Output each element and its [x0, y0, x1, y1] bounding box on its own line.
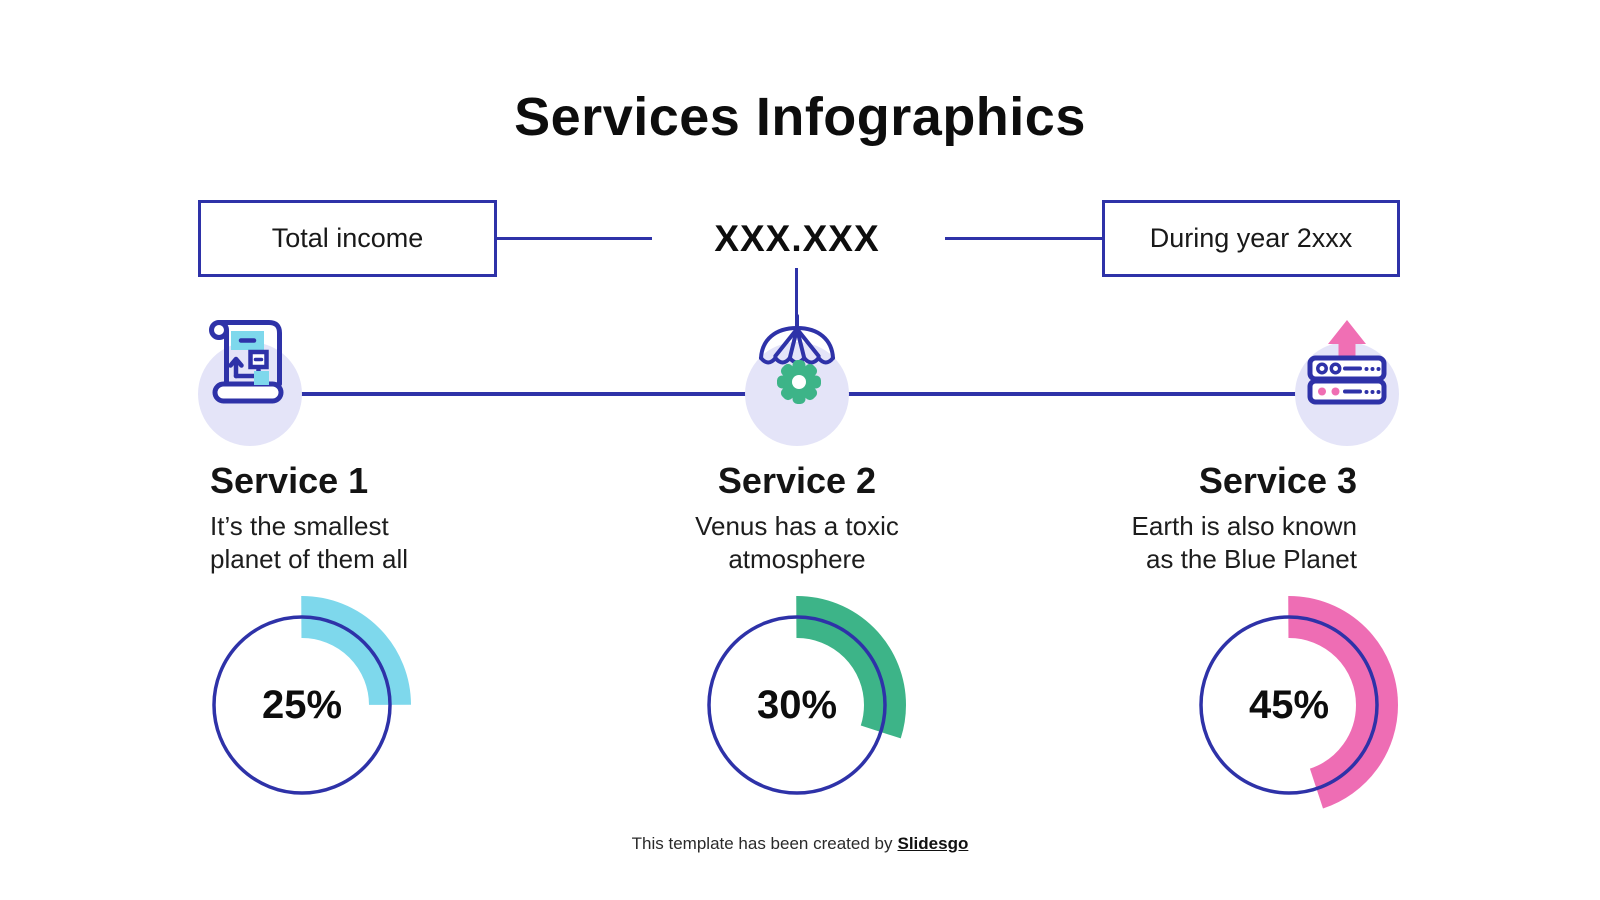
- umbrella-gear-icon: [759, 314, 835, 404]
- service1-description: It’s the smallest planet of them all: [210, 511, 409, 574]
- flowchart-scroll-icon: [209, 320, 284, 404]
- service3-icon-circle: [1295, 320, 1399, 446]
- page-title: Services Infographics: [514, 87, 1086, 147]
- service2-percent-label: 30%: [756, 682, 838, 727]
- service2-title: Service 2: [717, 460, 877, 501]
- slidesgo-link[interactable]: Slidesgo: [897, 834, 969, 853]
- connector-line-right: [945, 237, 1102, 240]
- service3-donut-chart: 45%: [1169, 585, 1409, 825]
- connector-line-left: [497, 237, 652, 240]
- service1-title: Service 1: [210, 460, 369, 501]
- service3-percent-label: 45%: [1248, 682, 1330, 727]
- service1-percent-label: 25%: [261, 682, 343, 727]
- donut-ring: [707, 615, 887, 795]
- total-income-label: Total income: [271, 223, 424, 253]
- during-year-label: During year 2xxx: [1149, 223, 1353, 253]
- service2-icon-circle: [745, 314, 849, 446]
- server-arrow-icon: [1307, 320, 1387, 405]
- total-amount-value: XXX.XXX: [714, 218, 880, 259]
- during-year-box: During year 2xxx: [1102, 200, 1400, 277]
- service3-title: Service 3: [1198, 460, 1357, 501]
- donut-svg: [1180, 596, 1398, 814]
- service3-description: Earth is also known as the Blue Planet: [1131, 511, 1357, 574]
- total-income-box: Total income: [198, 200, 497, 277]
- center-drop-line: [795, 268, 798, 320]
- donut-svg: [688, 596, 906, 814]
- service1-donut-chart: 25%: [182, 585, 422, 825]
- donut-ring: [212, 615, 392, 795]
- footer-credit-text: This template has been created by: [631, 834, 893, 853]
- footer-credit: This template has been created by Slidesg…: [0, 834, 1600, 854]
- donut-ring: [1199, 615, 1379, 795]
- service2-donut-chart: 30%: [677, 585, 917, 825]
- service1-icon-circle: [198, 320, 302, 446]
- donut-svg: [193, 596, 411, 814]
- service2-description: Venus has a toxic atmosphere: [695, 511, 899, 574]
